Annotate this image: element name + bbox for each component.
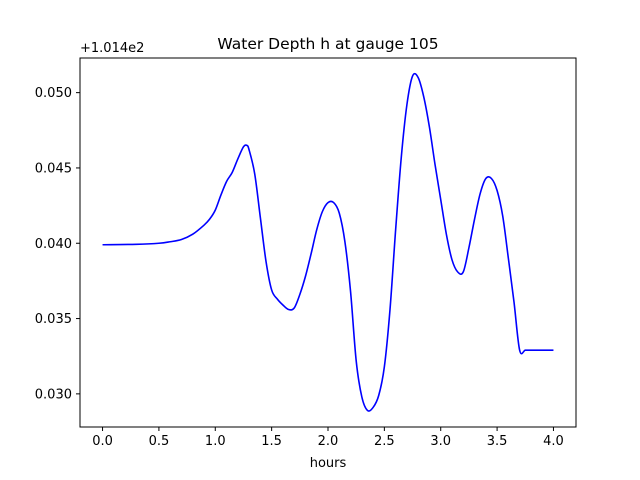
y-offset-label: +1.014e2	[80, 41, 144, 56]
x-tick-label: 1.0	[205, 434, 226, 449]
y-tick-label: 0.045	[35, 161, 72, 176]
x-tick-label: 3.5	[487, 434, 508, 449]
y-tick-label: 0.035	[35, 312, 72, 327]
series-line	[102, 72, 554, 412]
x-tick-label: 2.0	[318, 434, 339, 449]
series-layer	[102, 72, 554, 412]
x-axis-label: hours	[310, 456, 347, 471]
x-tick-label: 0.0	[92, 434, 113, 449]
x-tick-label: 3.0	[430, 434, 451, 449]
chart-title: Water Depth h at gauge 105	[217, 35, 438, 53]
x-tick-label: 2.5	[374, 434, 395, 449]
y-axis-ticks: 0.030 0.035 0.040 0.045 0.050	[35, 86, 80, 402]
x-tick-label: 0.5	[149, 434, 170, 449]
y-tick-label: 0.030	[35, 387, 72, 402]
y-tick-label: 0.040	[35, 237, 72, 252]
x-tick-label: 4.0	[543, 434, 564, 449]
x-tick-label: 1.5	[261, 434, 282, 449]
y-tick-label: 0.050	[35, 86, 72, 101]
x-axis-ticks: 0.0 0.5 1.0 1.5 2.0 2.5 3.0 3.5 4.0	[92, 427, 564, 449]
